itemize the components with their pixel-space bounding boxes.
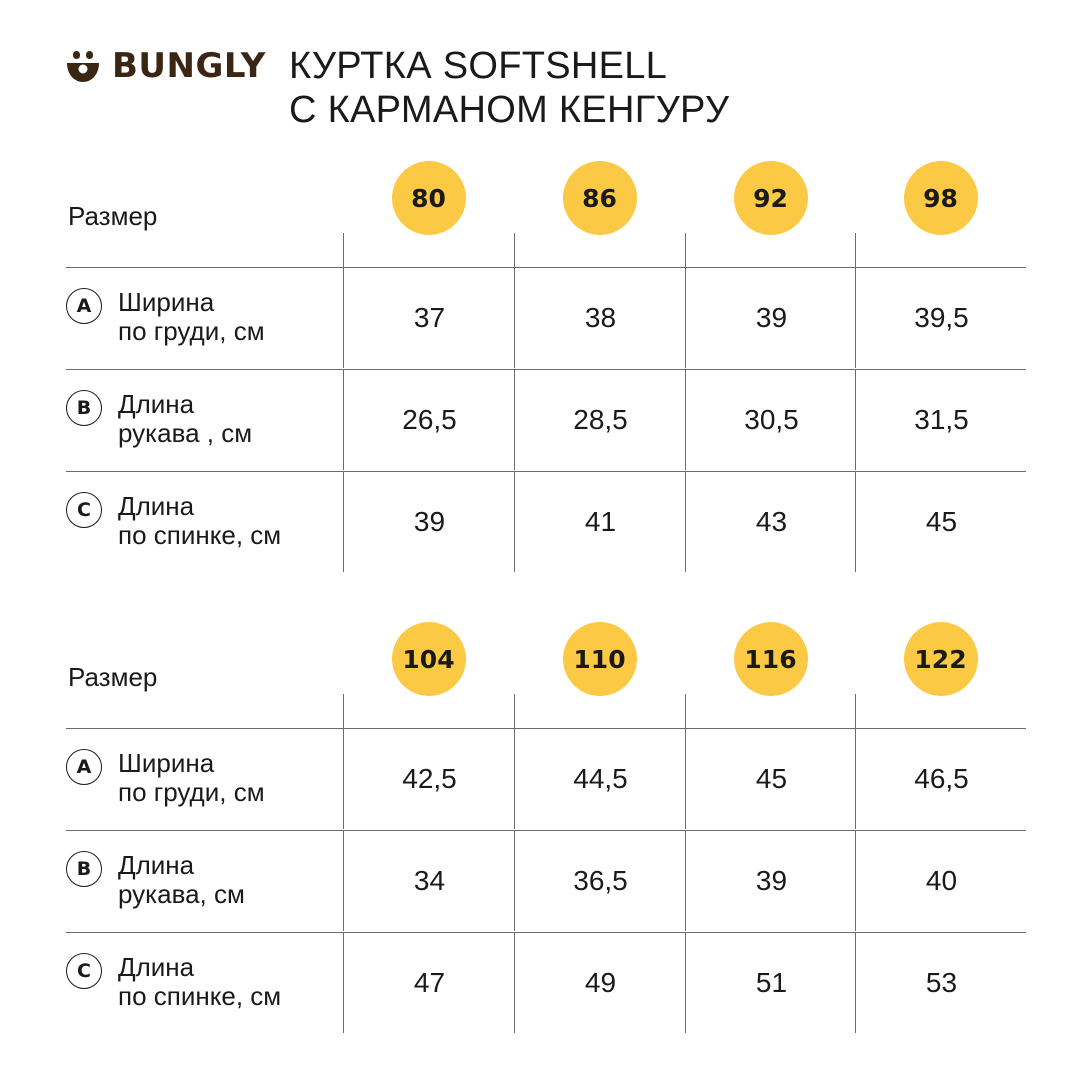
- brand-logo: BUNGLY: [66, 49, 266, 83]
- table-cell: 39,5: [855, 268, 1027, 368]
- row-label-line-2: по груди, см: [118, 777, 265, 807]
- size-badge: 80: [391, 161, 466, 235]
- row-label: Длина рукава, см: [118, 851, 245, 909]
- row-label-line-2: по груди, см: [118, 316, 265, 346]
- size-column: 104: [343, 622, 514, 728]
- divider: [514, 233, 515, 267]
- divider: [514, 694, 515, 728]
- bungly-logo-icon: [67, 51, 99, 82]
- row-label-line-1: Длина: [118, 952, 195, 982]
- letter-c-icon: C: [66, 492, 102, 528]
- table-row-sleeve-length: B Длина рукава , см 26,5 28,5 30,5 31,5: [66, 369, 1026, 471]
- size-header-row: Размер 80 86 92 98: [66, 161, 1026, 267]
- table-row-chest-width: A Ширина по груди, см 42,5 44,5 45 46,5: [66, 728, 1026, 830]
- table-cell: 51: [685, 933, 857, 1033]
- table-cell: 28,5: [514, 370, 686, 470]
- row-label: Ширина по груди, см: [118, 749, 265, 807]
- size-badge: 98: [903, 161, 978, 235]
- size-badge: 116: [733, 622, 808, 696]
- table-row-back-length: C Длина по спинке, см 39 41 43 45: [66, 471, 1026, 573]
- size-column: 116: [685, 622, 856, 728]
- letter-c-icon: C: [66, 953, 102, 989]
- row-label: Ширина по груди, см: [118, 288, 265, 346]
- size-column: 92: [685, 161, 856, 267]
- size-label: Размер: [68, 201, 158, 231]
- table-cell: 39: [685, 831, 857, 931]
- table-cell: 40: [855, 831, 1027, 931]
- table-cell: 53: [855, 933, 1027, 1033]
- table-cell: 42,5: [343, 729, 515, 829]
- letter-a-icon: A: [66, 288, 102, 324]
- table-cell: 39: [685, 268, 857, 368]
- table-cell: 43: [685, 472, 857, 572]
- row-label-line-1: Длина: [118, 491, 195, 521]
- letter-b-icon: B: [66, 851, 102, 887]
- table-row-back-length: C Длина по спинке, см 47 49 51 53: [66, 932, 1026, 1034]
- size-badge: 86: [562, 161, 637, 235]
- table-cell: 41: [514, 472, 686, 572]
- title-line-1: КУРТКА SOFTSHELL: [289, 45, 668, 87]
- divider: [343, 233, 344, 267]
- size-column: 110: [514, 622, 685, 728]
- row-label: Длина рукава , см: [118, 390, 252, 448]
- size-header-row: Размер 104 110 116 122: [66, 622, 1026, 728]
- page-title: КУРТКА SOFTSHELL С КАРМАНОМ КЕНГУРУ: [289, 44, 729, 132]
- row-label-line-2: по спинке, см: [118, 981, 282, 1011]
- table-cell: 31,5: [855, 370, 1027, 470]
- title-line-2: С КАРМАНОМ КЕНГУРУ: [289, 89, 730, 131]
- divider: [855, 694, 856, 728]
- row-label: Длина по спинке, см: [118, 953, 281, 1011]
- size-column: 80: [343, 161, 514, 267]
- table-cell: 36,5: [514, 831, 686, 931]
- size-badge: 104: [391, 622, 466, 696]
- size-column: 122: [855, 622, 1026, 728]
- divider: [685, 233, 686, 267]
- table-cell: 45: [855, 472, 1027, 572]
- table-cell: 45: [685, 729, 857, 829]
- table-cell: 39: [343, 472, 515, 572]
- row-label-line-1: Длина: [118, 389, 195, 419]
- table-cell: 34: [343, 831, 515, 931]
- size-badge: 122: [903, 622, 978, 696]
- table-cell: 44,5: [514, 729, 686, 829]
- row-label-line-2: рукава , см: [118, 418, 253, 448]
- divider: [685, 694, 686, 728]
- table-cell: 30,5: [685, 370, 857, 470]
- table-cell: 26,5: [343, 370, 515, 470]
- row-label-line-1: Ширина: [118, 287, 215, 317]
- size-table-1: Размер 80 86 92 98 A Ширина по груди, см…: [66, 161, 1026, 573]
- table-cell: 37: [343, 268, 515, 368]
- table-row-sleeve-length: B Длина рукава, см 34 36,5 39 40: [66, 830, 1026, 932]
- size-column: 98: [855, 161, 1026, 267]
- row-label-line-2: рукава, см: [118, 879, 245, 909]
- table-cell: 38: [514, 268, 686, 368]
- row-label-line-1: Длина: [118, 850, 195, 880]
- size-badge: 92: [733, 161, 808, 235]
- table-cell: 49: [514, 933, 686, 1033]
- row-label: Длина по спинке, см: [118, 492, 281, 550]
- divider: [855, 233, 856, 267]
- table-cell: 46,5: [855, 729, 1027, 829]
- brand-name: BUNGLY: [112, 46, 266, 86]
- letter-a-icon: A: [66, 749, 102, 785]
- letter-b-icon: B: [66, 390, 102, 426]
- size-label: Размер: [68, 662, 158, 692]
- divider: [343, 694, 344, 728]
- size-badge: 110: [562, 622, 637, 696]
- table-cell: 47: [343, 933, 515, 1033]
- size-table-2: Размер 104 110 116 122 A Ширина по груди…: [66, 622, 1026, 1034]
- size-column: 86: [514, 161, 685, 267]
- row-label-line-2: по спинке, см: [118, 520, 282, 550]
- row-label-line-1: Ширина: [118, 748, 215, 778]
- table-row-chest-width: A Ширина по груди, см 37 38 39 39,5: [66, 267, 1026, 369]
